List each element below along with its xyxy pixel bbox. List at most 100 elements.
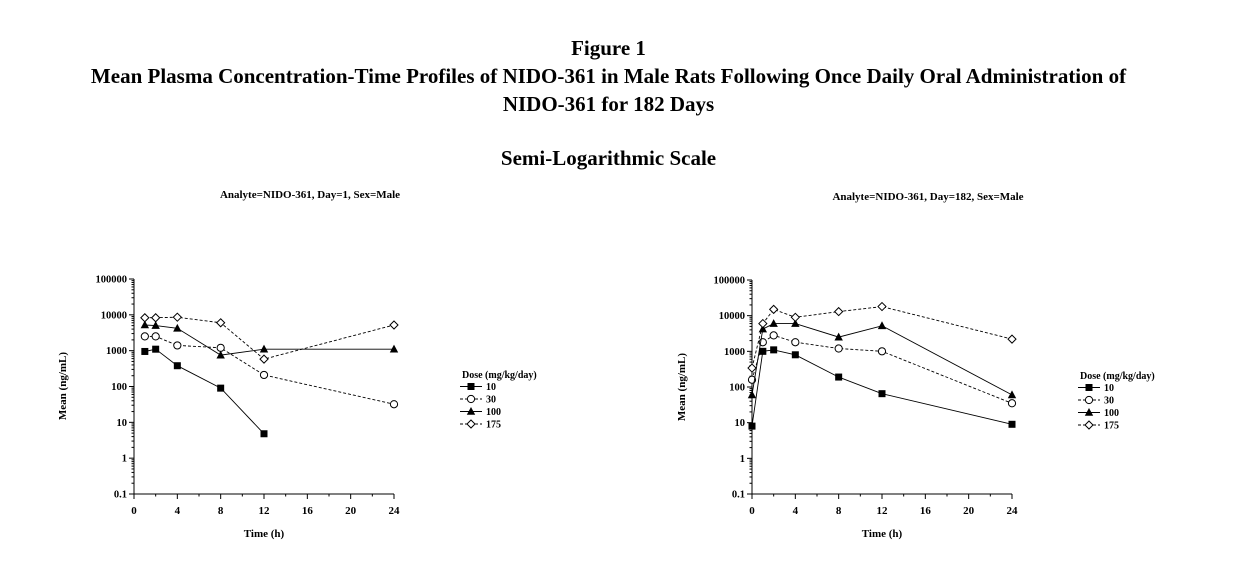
figure-number: Figure 1 (571, 36, 646, 60)
series-10-point (835, 373, 843, 381)
figure-scale-label: Semi-Logarithmic Scale (500, 146, 717, 170)
series-175-point (389, 320, 399, 330)
series-10-point (141, 347, 149, 355)
series-30-point (173, 341, 182, 350)
series-175-point (172, 312, 183, 322)
series-175-line (144, 316, 395, 360)
legend-marker-30 (466, 394, 476, 404)
series-30-point (834, 344, 843, 353)
series-100-point (151, 321, 160, 329)
legend-label-175: 175 (486, 420, 501, 431)
series-10 (748, 346, 1016, 430)
series-175-point (833, 306, 844, 317)
y-axis-label: Mean (ng/mL) (676, 353, 688, 421)
legend-title: Dose (mg/kg/day) (1080, 371, 1155, 382)
x-tick-label: 12 (259, 505, 271, 517)
x-tick-label: 24 (1007, 505, 1019, 517)
series-100-point (1007, 390, 1017, 399)
series-100 (140, 320, 399, 359)
y-axis-ticks: 0.1 1 10 100 1000 10000 100000 (714, 276, 752, 501)
series-100 (747, 319, 1017, 399)
y-tick-label: 10 (117, 418, 128, 429)
legend-marker-100 (1084, 408, 1094, 416)
y-tick-label: 10000 (101, 310, 127, 321)
legend-marker-30 (1084, 395, 1094, 405)
series-175-point (768, 304, 779, 315)
series-30-line (144, 335, 395, 405)
x-axis-ticks: 0 4 8 12 16 20 24 (749, 494, 1018, 517)
series-100-point (747, 390, 757, 399)
chart-title: Analyte=NIDO-361, Day=182, Sex=Male (832, 191, 1023, 203)
series-10-point (260, 430, 268, 438)
y-axis-label: Mean (ng/mL) (57, 352, 69, 420)
series-30-point (791, 338, 800, 347)
legend-label-30: 30 (1104, 396, 1114, 407)
series-100-point (758, 324, 768, 333)
series-175-point (150, 313, 161, 323)
x-tick-label: 4 (175, 505, 181, 517)
y-axis-ticks: 0.1 1 10 100 1000 10000 100000 (96, 275, 134, 501)
series-30-point (151, 332, 160, 341)
legend-label-100: 100 (486, 407, 501, 418)
chart-title: Analyte=NIDO-361, Day=1, Sex=Male (220, 189, 400, 201)
series-10-point (1008, 420, 1016, 428)
y-tick-label: 1 (122, 454, 127, 465)
y-tick-label: 10 (735, 418, 746, 429)
y-tick-label: 0.1 (114, 490, 127, 501)
series-10-point (770, 346, 778, 354)
y-tick-label: 1 (740, 454, 745, 465)
series-10-point (173, 362, 181, 370)
series-175-point (1007, 334, 1017, 344)
series-100-point (259, 344, 269, 353)
series-30-point (1007, 399, 1017, 408)
legend-marker-175 (1084, 420, 1094, 430)
series-30 (747, 331, 1017, 408)
legend-label-10: 10 (1104, 383, 1114, 394)
x-tick-label: 24 (389, 505, 401, 517)
x-tick-label: 20 (345, 505, 357, 517)
series-30-point (877, 347, 887, 356)
x-tick-label: 8 (836, 505, 842, 517)
x-tick-label: 16 (302, 505, 314, 517)
x-tick-label: 0 (749, 505, 755, 517)
x-axis-ticks: 0 4 8 12 16 20 24 (131, 494, 400, 517)
y-tick-label: 10000 (719, 311, 745, 322)
y-tick-label: 0.1 (732, 490, 745, 501)
series-175-point (140, 313, 150, 323)
series-100-point (791, 319, 800, 327)
x-tick-label: 12 (877, 505, 889, 517)
series-10-point (217, 384, 225, 392)
series-100-line (751, 323, 1013, 396)
series-175-point (877, 301, 887, 312)
x-tick-label: 16 (920, 505, 932, 517)
y-tick-label: 100 (729, 383, 745, 394)
series-175-point (747, 363, 757, 373)
y-tick-label: 100 (111, 382, 127, 393)
series-175-point (259, 354, 269, 364)
series-175-point (215, 318, 226, 328)
series-10-point (791, 351, 799, 359)
series-30-point (769, 331, 778, 340)
x-tick-label: 4 (793, 505, 799, 517)
series-175 (747, 301, 1017, 373)
series-100-point (834, 332, 843, 341)
legend-title: Dose (mg/kg/day) (462, 370, 537, 381)
x-tick-label: 8 (218, 505, 224, 517)
legend-label-30: 30 (486, 395, 496, 406)
legend-marker-175 (466, 419, 476, 429)
series-10-line (751, 349, 1013, 427)
series-100-point (769, 319, 778, 327)
legend-marker-10 (467, 383, 475, 390)
series-100-point (877, 321, 887, 330)
legend-marker-100 (466, 407, 476, 415)
legend-label-100: 100 (1104, 408, 1119, 419)
series-10-point (759, 347, 767, 355)
figure-title-line-2: NIDO-361 for 182 Days (502, 92, 715, 116)
series-100-point (216, 350, 225, 359)
series-175-line (751, 306, 1013, 369)
y-tick-label: 100000 (714, 276, 746, 287)
